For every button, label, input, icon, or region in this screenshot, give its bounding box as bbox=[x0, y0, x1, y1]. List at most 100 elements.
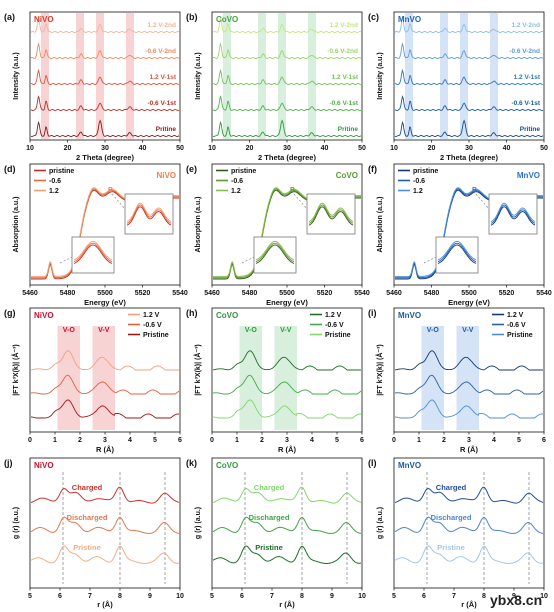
panel-a-highlight-band bbox=[96, 13, 104, 139]
panel-a-trace bbox=[30, 15, 180, 33]
panel-g-xtick-label: 6 bbox=[178, 437, 182, 444]
panel-f-inset-pointer bbox=[475, 193, 490, 210]
panel-e-sample-label: CoVO bbox=[336, 171, 358, 180]
panel-j-sample-label: NiVO bbox=[34, 461, 54, 470]
panel-d-inset-pointer bbox=[111, 193, 126, 210]
panel-f-inset-curve bbox=[437, 240, 477, 261]
panel-l-xtick-label: 7 bbox=[452, 593, 456, 600]
panel-k-ylabel: g (r) (a.u.) bbox=[195, 507, 202, 539]
panel-e-inset-curve bbox=[308, 206, 354, 226]
panel-f-xtick-label: 5520 bbox=[499, 290, 515, 297]
panel-b-letter: (b) bbox=[186, 12, 198, 22]
panel-b-trace bbox=[212, 15, 362, 33]
panel-e-zoom-inset bbox=[306, 193, 356, 235]
panel-a-trace bbox=[30, 68, 180, 85]
panel-d-zoom-inset bbox=[71, 236, 115, 274]
panel-i-band-label: V-V bbox=[462, 327, 474, 334]
panel-i-sample-label: MnVO bbox=[398, 311, 421, 320]
panel-b-highlight-band bbox=[258, 13, 266, 139]
panel-c-trace-label: Pritine bbox=[520, 126, 541, 133]
panel-c-xtick-label: 20 bbox=[428, 145, 436, 152]
panel-g-xtick-label: 1 bbox=[53, 437, 57, 444]
panel-h-legend-label: 1.2 V bbox=[325, 312, 342, 319]
panel-g-xtick-label: 5 bbox=[153, 437, 157, 444]
panel-c-trace-label: 1.2 V-1st bbox=[514, 74, 541, 81]
panel-i-xtick-label: 5 bbox=[517, 437, 521, 444]
panel-e-xtick-label: 5520 bbox=[317, 290, 333, 297]
panel-l-xtick-label: 9 bbox=[512, 593, 516, 600]
panel-g-exafs-curve bbox=[30, 350, 179, 371]
panel-k-letter: (k) bbox=[186, 458, 197, 468]
panel-c-trace bbox=[394, 15, 544, 33]
panel-e-inset-pointer bbox=[241, 256, 255, 264]
panel-g-xtick-label: 3 bbox=[103, 437, 107, 444]
panel-g-band-label: V-O bbox=[63, 327, 76, 334]
panel-k-xtick-label: 5 bbox=[210, 593, 214, 600]
panel-j-xtick-label: 10 bbox=[176, 593, 184, 600]
panel-j-xtick-label: 5 bbox=[28, 593, 32, 600]
panel-h-exafs-curve bbox=[212, 350, 361, 371]
panel-d-xtick-label: 5520 bbox=[135, 290, 151, 297]
panel-f-xtick-label: 5480 bbox=[424, 290, 440, 297]
panel-k-pdf-curve bbox=[212, 516, 362, 535]
panel-b-highlight-band bbox=[308, 13, 316, 139]
panel-c-highlight-band bbox=[405, 13, 413, 139]
panel-j-curve-label: Charged bbox=[72, 483, 103, 492]
panel-d-xlabel: Energy (eV) bbox=[84, 298, 126, 307]
panel-h-xlabel: R (Å) bbox=[278, 445, 296, 454]
panel-f-inset-curve bbox=[490, 206, 536, 226]
panel-e-xlabel: Energy (eV) bbox=[266, 298, 308, 307]
panel-b-trace bbox=[212, 68, 362, 85]
panel-c-sample-label: MnVO bbox=[398, 15, 421, 24]
panel-h-band-label: V-V bbox=[280, 327, 292, 334]
panel-i-ylabel: |FT k³X(k)| (Å⁻³) bbox=[375, 344, 384, 396]
panel-f-letter: (f) bbox=[368, 164, 377, 174]
panel-g-letter: (g) bbox=[4, 308, 16, 318]
panel-d-inset-curve bbox=[126, 202, 172, 222]
panel-e-inset-curve bbox=[255, 240, 295, 261]
panel-b-highlight-band bbox=[223, 13, 231, 139]
panel-a-trace-label: 1.2 V-2nd bbox=[147, 22, 176, 29]
panel-e-legend-label: 1.2 bbox=[231, 188, 241, 195]
panel-a-trace-label: -0.6 V-2nd bbox=[145, 48, 176, 55]
panel-g-legend-label: 1.2 V bbox=[143, 312, 160, 319]
panel-b-xtick-label: 50 bbox=[358, 145, 366, 152]
panel-l-xtick-label: 5 bbox=[392, 593, 396, 600]
panel-f-ylabel: Absorption (a.u.) bbox=[377, 197, 384, 253]
panel-g-sample-label: NiVO bbox=[34, 311, 54, 320]
panel-c-xtick-label: 30 bbox=[465, 145, 473, 152]
panel-b-trace bbox=[212, 95, 362, 111]
panel-d-letter: (d) bbox=[4, 164, 16, 174]
panel-f-inset-curve bbox=[490, 202, 536, 222]
panel-a-xtick-label: 30 bbox=[101, 145, 109, 152]
panel-g-ylabel: |FT k³X(k)| (Å⁻³) bbox=[11, 344, 20, 396]
panel-k-curve-label: Charged bbox=[254, 483, 285, 492]
panel-j-xtick-label: 7 bbox=[88, 593, 92, 600]
panel-b-xtick-label: 30 bbox=[283, 145, 291, 152]
panel-k-xlabel: r (Å) bbox=[279, 600, 295, 609]
panel-k-curve-label: Discharged bbox=[249, 513, 290, 522]
panel-k-frame bbox=[211, 457, 363, 589]
panel-i-highlight-band bbox=[421, 326, 444, 430]
panel-i-legend-label: -0.6 V bbox=[507, 322, 526, 329]
panel-b-xlabel: 2 Theta (degree) bbox=[258, 153, 316, 162]
panel-g-legend-label: -0.6 V bbox=[143, 322, 162, 329]
panel-b-xtick-label: 20 bbox=[246, 145, 254, 152]
panel-d-inset-curve bbox=[126, 204, 172, 224]
panel-j-xtick-label: 6 bbox=[58, 593, 62, 600]
panel-d-xtick-label: 5460 bbox=[22, 290, 38, 297]
panel-d-xtick-label: 5540 bbox=[172, 290, 188, 297]
panel-d-ylabel: Absorption (a.u.) bbox=[13, 197, 20, 253]
panel-h-exafs-curve bbox=[212, 374, 362, 395]
panel-h-highlight-band bbox=[239, 326, 262, 430]
panel-e-ylabel: Absorption (a.u.) bbox=[195, 197, 202, 253]
panel-d-inset-curve bbox=[73, 240, 113, 261]
panel-c-letter: (c) bbox=[368, 12, 379, 22]
panel-h-sample-label: CoVO bbox=[216, 311, 238, 320]
panel-i-xtick-label: 6 bbox=[542, 437, 546, 444]
panel-h-legend-label: Pristine bbox=[325, 332, 351, 339]
panel-d-legend-label: -0.6 bbox=[49, 178, 61, 185]
panel-j-curve-label: Pristine bbox=[73, 543, 101, 552]
panel-c-highlight-band bbox=[440, 13, 448, 139]
